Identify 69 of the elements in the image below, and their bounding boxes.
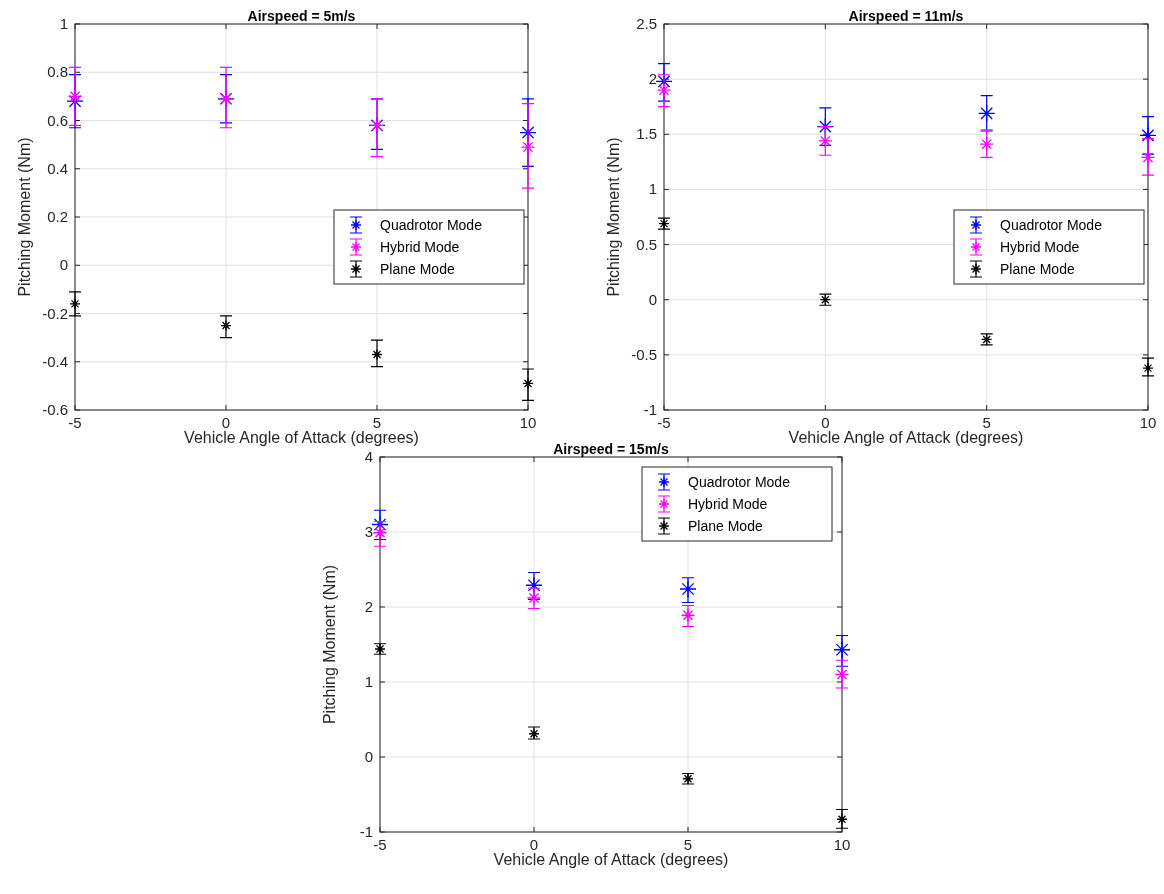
chart-title: Airspeed = 11m/s bbox=[848, 8, 964, 24]
x-tick-label: 5 bbox=[982, 414, 991, 431]
y-tick-label: 0.2 bbox=[47, 208, 68, 225]
point bbox=[520, 139, 536, 155]
y-axis-title: Pitching Moment (Nm) bbox=[605, 137, 622, 297]
legend-label: Quadrotor Mode bbox=[380, 217, 483, 233]
legend-label: Plane Mode bbox=[380, 261, 455, 277]
y-tick-label: 0.6 bbox=[47, 111, 68, 129]
legend-label: Hybrid Mode bbox=[380, 239, 460, 255]
x-axis-title: Vehicle Angle of Attack (degrees) bbox=[788, 429, 1024, 446]
x-tick-label: -5 bbox=[373, 836, 387, 853]
y-tick-label: 3 bbox=[364, 523, 373, 540]
point bbox=[1142, 362, 1154, 374]
point bbox=[834, 667, 850, 682]
y-tick-label: 1 bbox=[648, 180, 657, 198]
chart-title: Airspeed = 5m/s bbox=[247, 8, 356, 24]
point bbox=[525, 576, 543, 594]
legend-label: Plane Mode bbox=[1000, 261, 1075, 277]
point bbox=[818, 133, 833, 149]
point bbox=[833, 641, 851, 659]
y-tick-label: 1 bbox=[364, 673, 373, 690]
x-axis-title: Vehicle Angle of Attack (degrees) bbox=[493, 851, 729, 868]
y-tick-label: 0.4 bbox=[47, 159, 68, 177]
x-axis-title: Vehicle Angle of Attack (degrees) bbox=[184, 429, 419, 446]
x-tick-label: 0 bbox=[821, 414, 830, 431]
point bbox=[371, 348, 383, 361]
y-tick-label: 0 bbox=[648, 290, 657, 308]
point bbox=[220, 319, 232, 332]
y-tick-label: -0.4 bbox=[42, 352, 68, 370]
legend-label: Quadrotor Mode bbox=[688, 474, 791, 490]
y-tick-label: -0.6 bbox=[42, 401, 68, 418]
x-tick-label: 10 bbox=[833, 836, 851, 853]
x-tick-label: 0 bbox=[529, 836, 539, 853]
y-tick-label: 1.5 bbox=[636, 125, 657, 143]
y-tick-label: -0.5 bbox=[631, 345, 657, 363]
x-tick-label: 5 bbox=[683, 836, 693, 853]
point bbox=[526, 590, 542, 606]
y-tick-label: 0 bbox=[59, 256, 68, 274]
x-tick-label: 5 bbox=[372, 414, 382, 431]
legend-label: Plane Mode bbox=[688, 518, 763, 534]
point bbox=[1140, 150, 1156, 165]
y-tick-label: -1 bbox=[643, 401, 657, 418]
y-tick-label: 2.5 bbox=[636, 15, 657, 32]
y-tick-label: 0 bbox=[364, 748, 373, 765]
y-axis-title: Pitching Moment (Nm) bbox=[16, 137, 33, 297]
y-tick-label: 2 bbox=[364, 598, 373, 615]
x-tick-label: 0 bbox=[221, 414, 231, 431]
y-tick-label: 0.5 bbox=[636, 235, 657, 253]
y-tick-label: 1 bbox=[59, 15, 68, 32]
legend-label: Hybrid Mode bbox=[1000, 239, 1080, 255]
y-tick-label: 2 bbox=[648, 70, 657, 88]
point bbox=[978, 104, 996, 122]
x-tick-label: 10 bbox=[1139, 414, 1157, 431]
y-axis-title: Pitching Moment (Nm) bbox=[321, 564, 338, 725]
chart-title: Airspeed = 15m/s bbox=[553, 441, 669, 457]
point bbox=[680, 608, 696, 623]
legend-label: Quadrotor Mode bbox=[1000, 217, 1103, 233]
y-tick-label: 4 bbox=[364, 448, 373, 465]
point bbox=[979, 137, 994, 152]
x-tick-label: 10 bbox=[519, 414, 537, 431]
y-tick-label: 0.8 bbox=[47, 63, 68, 81]
point bbox=[816, 117, 834, 136]
x-tick-label: -5 bbox=[68, 414, 82, 431]
point bbox=[679, 580, 697, 598]
x-tick-label: -5 bbox=[657, 414, 671, 431]
y-tick-label: -1 bbox=[359, 823, 373, 840]
y-tick-label: -0.2 bbox=[42, 304, 68, 322]
legend-label: Hybrid Mode bbox=[688, 496, 768, 512]
point bbox=[522, 377, 534, 390]
